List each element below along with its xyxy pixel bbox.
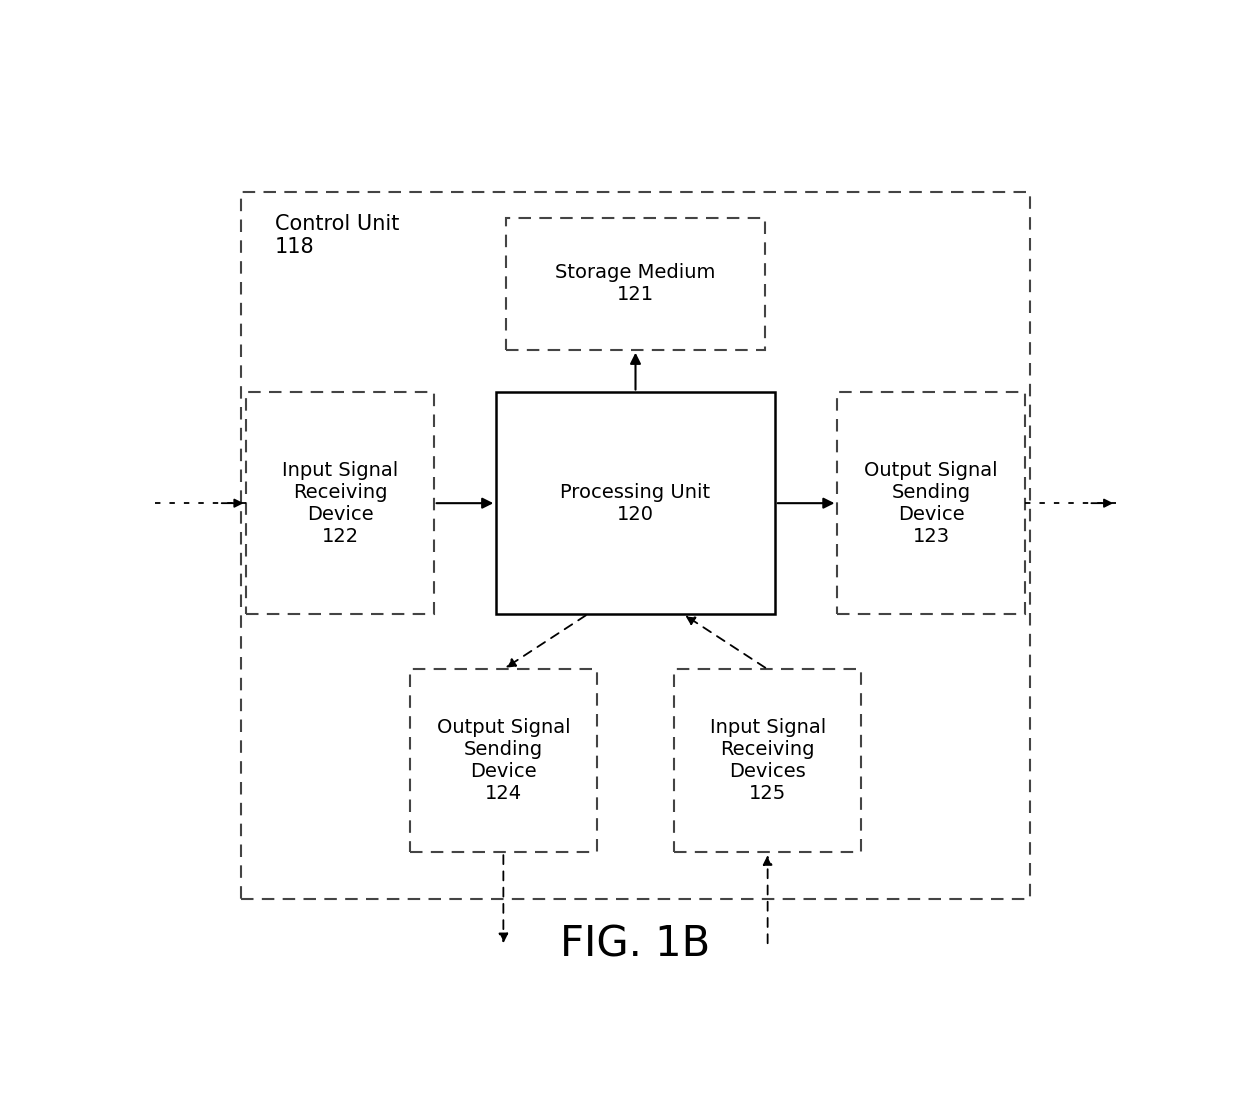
Text: FIG. 1B: FIG. 1B bbox=[560, 924, 711, 966]
Text: Storage Medium
121: Storage Medium 121 bbox=[556, 263, 715, 304]
Bar bbox=[675, 669, 862, 853]
Text: Input Signal
Receiving
Devices
125: Input Signal Receiving Devices 125 bbox=[709, 718, 826, 803]
Bar bbox=[409, 669, 598, 853]
Bar bbox=[837, 393, 1024, 614]
Text: Input Signal
Receiving
Device
122: Input Signal Receiving Device 122 bbox=[281, 461, 398, 545]
Bar bbox=[242, 192, 1029, 899]
Text: Output Signal
Sending
Device
124: Output Signal Sending Device 124 bbox=[436, 718, 570, 803]
Bar bbox=[496, 393, 775, 614]
Bar bbox=[247, 393, 434, 614]
Text: Output Signal
Sending
Device
123: Output Signal Sending Device 123 bbox=[864, 461, 998, 545]
Bar bbox=[506, 218, 765, 349]
Text: Processing Unit
120: Processing Unit 120 bbox=[560, 482, 711, 523]
Text: Control Unit
118: Control Unit 118 bbox=[275, 213, 399, 257]
